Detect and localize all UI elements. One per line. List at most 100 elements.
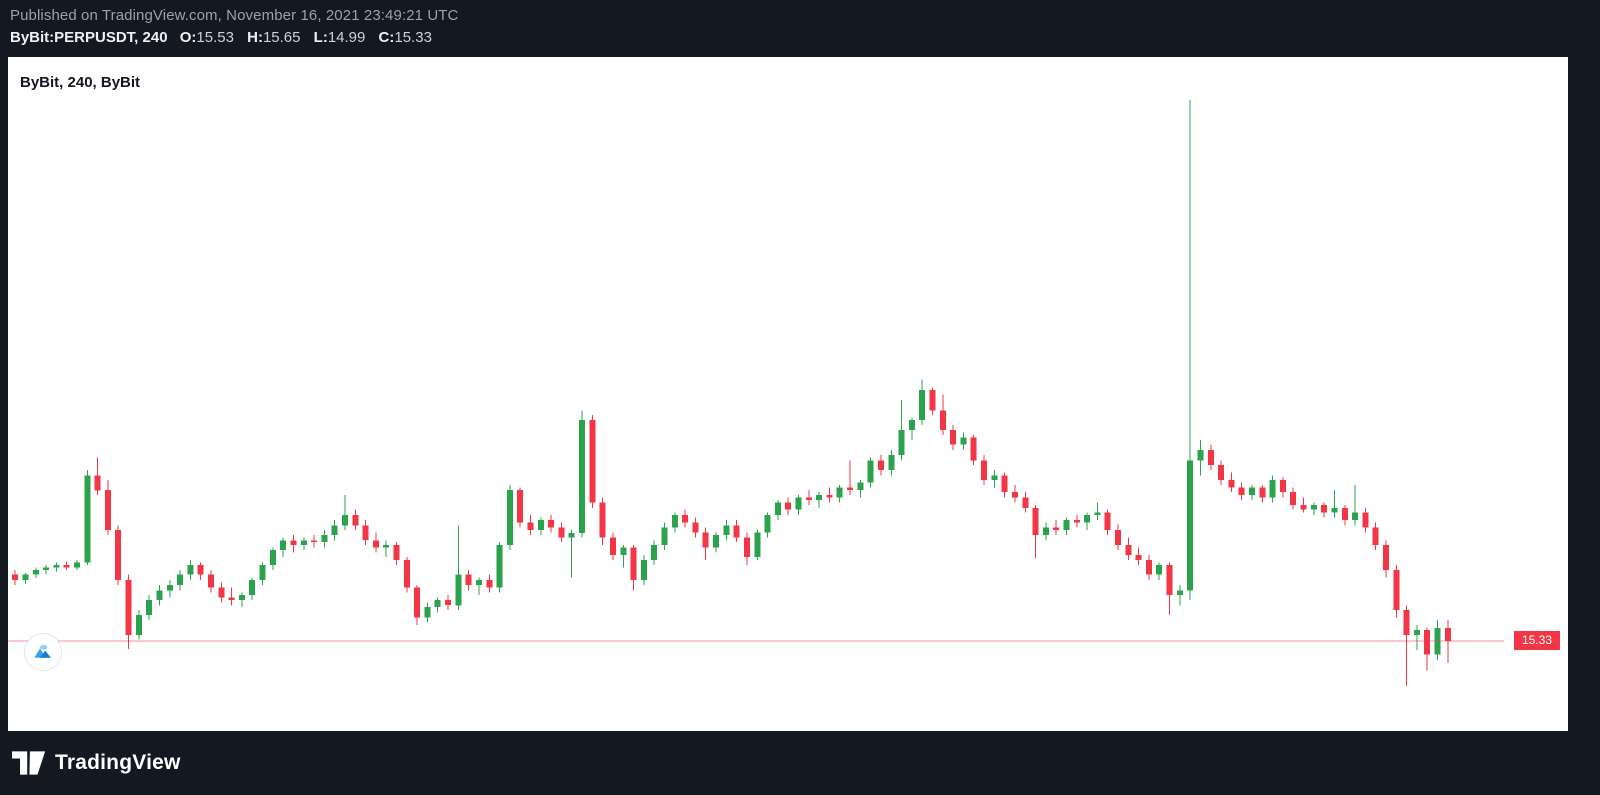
candle xyxy=(383,540,390,558)
candle xyxy=(1145,555,1152,580)
chart-area[interactable]: ByBit, 240, ByBit 15.33 xyxy=(8,57,1568,731)
tradingview-brand-text: TradingView xyxy=(55,751,181,774)
candle xyxy=(589,414,596,508)
published-line: Published on TradingView.com, November 1… xyxy=(10,7,459,24)
candle xyxy=(548,514,555,533)
candle xyxy=(630,544,637,591)
candle xyxy=(331,520,338,541)
candle xyxy=(610,532,616,560)
candle xyxy=(579,410,585,538)
candle xyxy=(1166,562,1173,615)
close-label: C: xyxy=(378,29,395,46)
candle xyxy=(362,520,369,545)
candle xyxy=(1032,505,1039,558)
candle xyxy=(774,500,781,521)
candle xyxy=(1187,100,1194,600)
high-value: 15.65 xyxy=(262,29,301,46)
candle xyxy=(1011,485,1018,503)
candle xyxy=(393,542,400,565)
candle xyxy=(311,535,318,548)
candle xyxy=(1352,485,1359,526)
candle xyxy=(733,520,740,543)
candle xyxy=(228,587,235,606)
candle xyxy=(1403,605,1410,686)
candle xyxy=(486,574,493,593)
chart-legend: ByBit, 240, ByBit xyxy=(20,74,141,91)
open-label: O: xyxy=(179,29,197,46)
candle xyxy=(1156,562,1163,580)
candle xyxy=(744,532,750,565)
candle xyxy=(94,457,101,495)
candle xyxy=(805,490,812,506)
candle xyxy=(1135,547,1142,565)
candle xyxy=(661,522,668,550)
candle xyxy=(238,592,245,608)
candle xyxy=(290,535,297,553)
candle xyxy=(981,455,987,485)
candle xyxy=(434,597,441,613)
candle xyxy=(1269,475,1276,503)
candle xyxy=(32,567,39,578)
candle xyxy=(991,470,998,488)
candle xyxy=(22,572,29,584)
candle xyxy=(321,529,328,548)
candle xyxy=(939,394,946,435)
tradingview-logo-button[interactable] xyxy=(24,633,62,671)
candle xyxy=(682,509,689,528)
low-value: 14.99 xyxy=(327,29,366,46)
candle xyxy=(1104,509,1111,535)
candle xyxy=(640,555,647,586)
candle xyxy=(898,399,905,461)
candle xyxy=(713,532,719,553)
candle xyxy=(970,435,977,465)
candle xyxy=(424,602,431,623)
candle xyxy=(1383,540,1389,578)
tradingview-mountain-icon xyxy=(34,644,51,658)
candle xyxy=(1279,477,1286,498)
candle xyxy=(1218,460,1225,485)
candle xyxy=(506,485,513,550)
candle xyxy=(599,497,606,545)
candle xyxy=(1063,517,1070,535)
candle xyxy=(1362,507,1369,533)
candle xyxy=(929,387,936,415)
candle xyxy=(63,561,70,571)
candle xyxy=(950,425,957,450)
candle xyxy=(878,455,884,476)
candle xyxy=(342,494,348,530)
candle xyxy=(1228,472,1235,493)
candle xyxy=(476,577,482,595)
candle xyxy=(208,570,214,593)
candle xyxy=(1259,485,1266,503)
candle xyxy=(1341,505,1348,526)
candle xyxy=(836,485,843,503)
candlestick-canvas[interactable] xyxy=(8,57,1568,731)
candle xyxy=(166,579,173,598)
candle xyxy=(403,557,410,593)
candle xyxy=(1238,482,1245,500)
candle xyxy=(754,529,761,560)
candle xyxy=(1321,502,1328,518)
candle xyxy=(12,570,19,586)
candle xyxy=(671,512,678,533)
open-value: 15.53 xyxy=(196,29,234,46)
candle xyxy=(1084,512,1091,530)
candle xyxy=(1444,620,1451,664)
candle xyxy=(620,544,627,568)
candle xyxy=(857,479,864,498)
candle xyxy=(156,585,163,606)
candle xyxy=(1393,564,1400,618)
candle xyxy=(517,487,524,528)
tradingview-brand-link[interactable]: TradingView xyxy=(12,750,181,776)
high-label: H: xyxy=(247,29,263,46)
candle xyxy=(888,449,895,476)
candle xyxy=(816,492,823,508)
last-price-label: 15.33 xyxy=(1513,631,1560,650)
candle xyxy=(1413,624,1420,651)
candle xyxy=(1001,472,1008,498)
candle xyxy=(847,460,853,495)
candle xyxy=(1022,492,1029,513)
candle xyxy=(1300,497,1307,513)
header: Published on TradingView.com, November 1… xyxy=(10,7,459,46)
candle xyxy=(1290,487,1297,510)
